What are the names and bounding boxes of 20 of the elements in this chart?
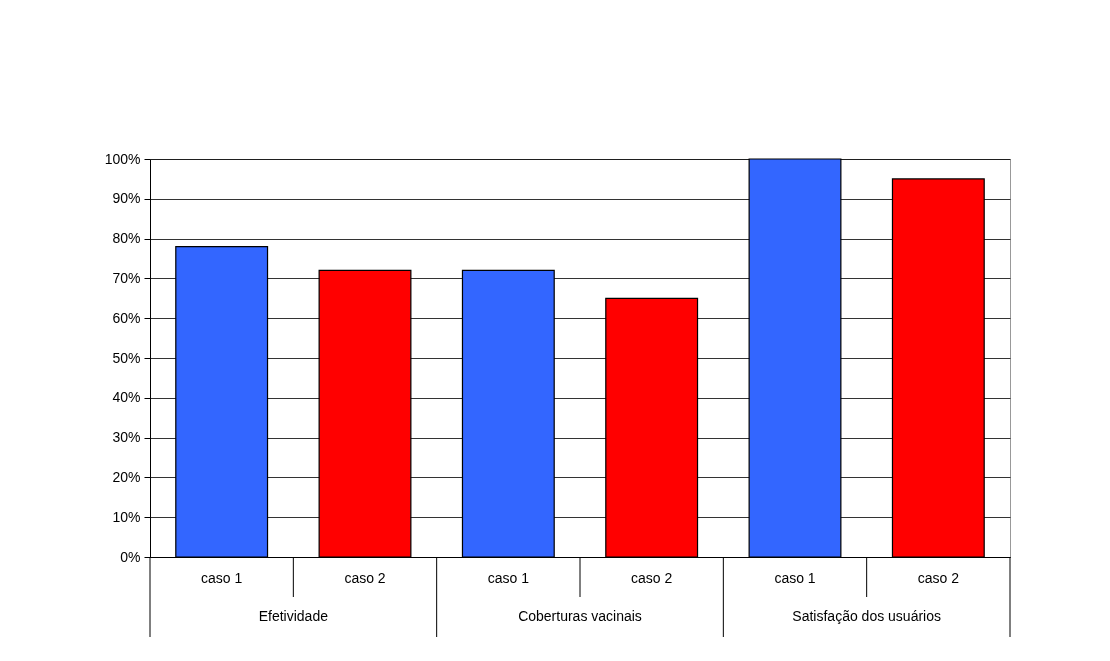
y-tick-label: 30% — [112, 429, 141, 446]
y-tick-label: 0% — [120, 548, 141, 565]
x-tick-label: caso 2 — [344, 569, 386, 586]
x-tick-label: caso 1 — [201, 569, 243, 586]
x-tick-label: caso 2 — [917, 569, 960, 586]
y-tick-label: 100% — [104, 150, 141, 167]
y-tick-label: 80% — [112, 230, 141, 247]
y-tick-label: 10% — [112, 508, 141, 525]
y-tick-label: 50% — [112, 349, 141, 366]
y-tick-label: 40% — [112, 389, 141, 406]
text: Efetividade — [258, 608, 329, 624]
text: Coberturas vacinais — [518, 608, 642, 624]
y-tick-label: 60% — [112, 309, 141, 326]
y-tick-label: 90% — [112, 190, 141, 207]
x-tick-label: caso 2 — [631, 569, 673, 586]
x-tick-label: caso 1 — [774, 569, 816, 586]
y-tick-label: 20% — [112, 468, 141, 485]
x-tick-label: caso 1 — [487, 569, 530, 586]
text: Satisfação dos usuários — [792, 608, 941, 624]
y-tick-label: 70% — [112, 269, 141, 286]
